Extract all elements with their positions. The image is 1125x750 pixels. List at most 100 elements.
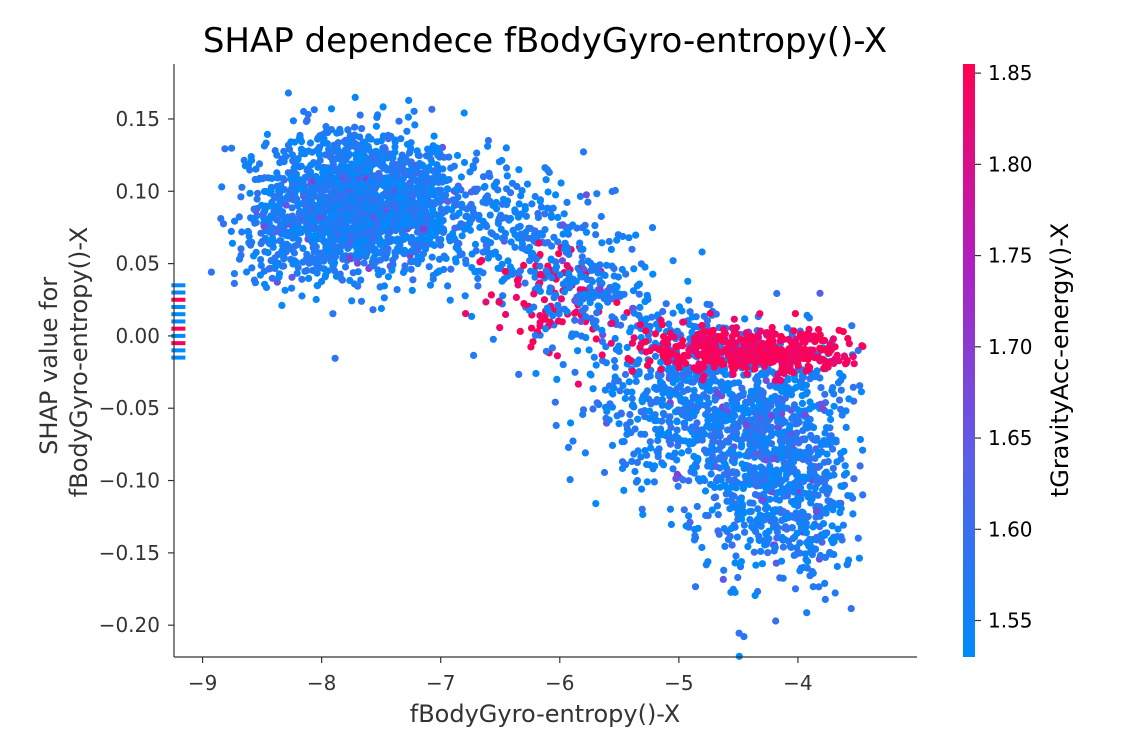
data-point <box>750 548 758 556</box>
data-point <box>430 191 439 199</box>
data-point <box>237 193 245 201</box>
data-point <box>672 358 680 366</box>
data-point <box>458 203 466 211</box>
data-point <box>657 365 665 374</box>
data-point <box>371 248 379 256</box>
data-point <box>830 402 838 410</box>
data-point <box>610 356 619 365</box>
data-point <box>611 334 619 343</box>
data-point <box>486 197 494 205</box>
data-point <box>250 252 258 260</box>
data-point <box>743 406 751 414</box>
data-point <box>364 193 372 201</box>
data-point <box>826 409 834 417</box>
data-point <box>384 273 392 281</box>
data-point <box>502 310 510 319</box>
data-point <box>755 536 763 544</box>
data-point <box>593 190 601 198</box>
data-point <box>283 218 291 226</box>
data-point <box>806 538 814 546</box>
data-point <box>591 222 599 230</box>
data-point <box>822 468 831 476</box>
data-point <box>634 447 642 455</box>
data-point <box>468 250 476 258</box>
data-point <box>593 309 601 317</box>
data-point <box>492 198 500 207</box>
data-point <box>457 220 465 228</box>
data-point <box>476 267 484 275</box>
data-point <box>615 420 623 428</box>
data-point <box>334 229 342 238</box>
data-point <box>244 228 252 236</box>
data-point <box>808 495 816 503</box>
data-point <box>520 261 528 269</box>
data-point <box>602 343 610 351</box>
data-point <box>576 239 584 247</box>
data-point <box>298 292 306 300</box>
data-point <box>403 127 411 135</box>
data-point <box>430 132 438 140</box>
data-point <box>349 269 357 277</box>
data-point <box>635 370 643 378</box>
data-point <box>688 464 697 472</box>
data-point <box>737 496 745 504</box>
data-point <box>470 351 478 359</box>
y-tick-label: −0.20 <box>99 613 160 637</box>
data-point <box>435 267 443 275</box>
data-point <box>796 539 804 547</box>
data-point <box>602 414 610 422</box>
data-point <box>809 583 817 591</box>
data-point <box>393 286 401 294</box>
data-point <box>503 201 511 209</box>
data-point <box>289 260 297 268</box>
data-point <box>428 240 437 248</box>
data-point <box>428 158 436 167</box>
data-point <box>721 461 729 469</box>
data-point <box>613 283 621 291</box>
data-point <box>664 428 673 437</box>
data-point <box>542 176 550 184</box>
data-point <box>827 346 835 354</box>
data-point <box>854 346 862 355</box>
data-point <box>358 153 367 162</box>
data-point <box>549 312 557 320</box>
data-point <box>574 347 582 355</box>
data-point <box>273 151 281 159</box>
data-point <box>495 253 503 261</box>
data-point <box>228 144 236 152</box>
data-point <box>433 196 442 204</box>
data-point <box>815 583 823 591</box>
data-point <box>714 430 722 438</box>
data-point <box>821 336 829 345</box>
data-point <box>462 212 470 221</box>
data-point <box>545 288 554 296</box>
data-point <box>330 141 338 149</box>
data-point <box>574 380 583 388</box>
data-point <box>352 196 360 204</box>
data-point <box>531 227 539 235</box>
data-point <box>839 482 847 490</box>
data-point <box>728 451 736 459</box>
data-point <box>828 500 837 508</box>
data-point <box>685 477 693 485</box>
data-point <box>280 195 288 203</box>
data-point <box>339 253 348 262</box>
data-point <box>628 367 636 375</box>
data-point <box>331 354 339 362</box>
data-point <box>592 361 600 369</box>
data-point <box>770 454 779 462</box>
data-point <box>487 291 495 299</box>
data-point <box>515 166 523 174</box>
data-point <box>662 300 670 308</box>
data-point <box>613 236 621 244</box>
data-point <box>315 151 324 159</box>
data-point <box>471 240 480 248</box>
data-point <box>284 89 292 97</box>
data-point <box>453 151 462 160</box>
data-point <box>532 369 540 378</box>
data-point <box>531 273 539 281</box>
missing-value-mark <box>171 341 186 346</box>
data-point <box>299 244 307 252</box>
data-point <box>515 200 523 208</box>
data-point <box>288 204 296 212</box>
